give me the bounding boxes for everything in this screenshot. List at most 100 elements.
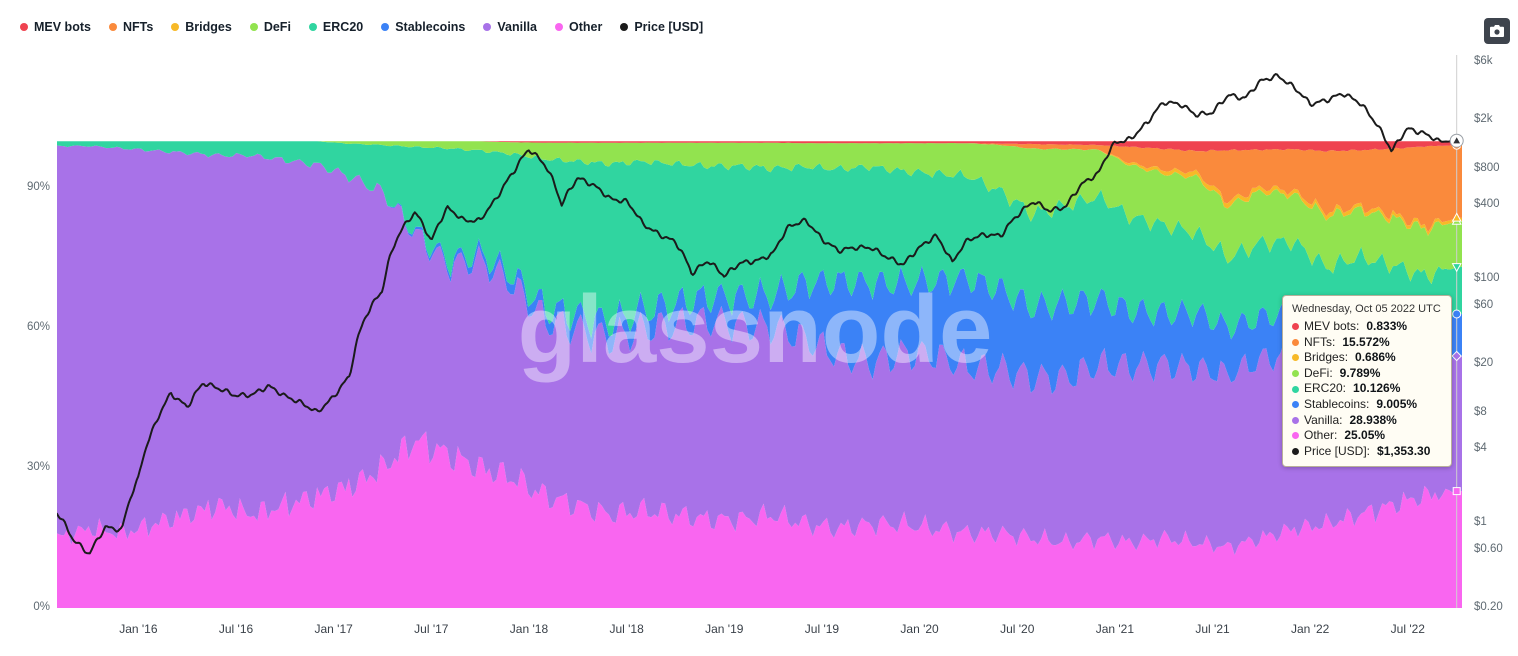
x-axis-label: Jan '22 [1291,622,1330,636]
price-endpoint-marker [1451,135,1462,145]
tooltip-swatch [1292,385,1299,393]
endpoint-marker-erc20 [1451,263,1462,273]
tooltip-series-name: Stablecoins: [1304,396,1370,411]
y-axis-label-right: $2k [1474,112,1493,125]
area-erc20 [57,141,1462,340]
area-other [57,431,1462,608]
area-mev-bots [57,141,1462,152]
legend-label: Bridges [185,20,232,34]
legend-item-mev-bots[interactable]: MEV bots [20,20,91,34]
tooltip-series-name: ERC20: [1304,381,1347,396]
x-axis-label: Jul '22 [1390,622,1425,636]
tooltip-row-vanilla: Vanilla: 28.938% [1292,413,1442,429]
x-axis-label: Jul '17 [414,622,449,636]
tooltip-swatch [1292,338,1299,346]
legend-swatch-stablecoins [381,23,390,31]
legend-swatch-mev-bots [20,23,28,31]
legend-label: Price [USD] [634,20,704,34]
tooltip-date: Wednesday, Oct 05 2022 UTC [1292,303,1441,315]
y-axis-label-right: $4 [1474,442,1487,455]
legend-item-bridges[interactable]: Bridges [171,20,232,34]
tooltip-row-other: Other: 25.05% [1292,428,1442,444]
stacked-areas [57,141,1462,608]
x-axis-label: Jan '20 [900,622,939,636]
tooltip-series-name: Price [USD]: [1304,443,1371,458]
legend-label: Vanilla [497,20,537,34]
x-axis-label: Jul '18 [609,622,644,636]
tooltip-swatch [1292,432,1299,440]
tooltip-series-name: DeFi: [1304,365,1333,380]
tooltip-swatch [1292,323,1299,331]
tooltip-series-value: 10.126% [1353,381,1401,396]
tooltip-swatch [1292,354,1299,362]
tooltip-rows: MEV bots: 0.833% NFTs: 15.572% Bridges: 0.686… [1292,319,1442,459]
tooltip-series-name: Bridges: [1304,350,1349,365]
y-axis-label-right: $400 [1474,198,1500,211]
glassnode-watermark: glassnode [518,276,993,383]
y-axis-label-right: $0.20 [1474,600,1503,613]
legend-swatch-price-usd- [620,23,629,31]
legend-label: NFTs [122,20,154,34]
y-axis-label-right: $0.60 [1474,542,1503,555]
legend-swatch-erc20 [308,23,317,31]
tooltip-series-value: 28.938% [1349,412,1397,427]
tooltip-row-erc20: ERC20: 10.126% [1292,381,1442,397]
area-vanilla [57,145,1462,555]
y-axis-label-right: $20 [1474,356,1494,369]
tooltip-series-value: 9.789% [1339,365,1381,380]
legend-item-price-usd-[interactable]: Price [USD] [620,20,703,34]
tooltip-series-value: $1,353.30 [1377,443,1431,458]
tooltip-row-price-usd-: Price [USD]: $1,353.30 [1292,444,1442,460]
x-axis-label: Jan '18 [509,622,549,636]
x-axis-label: Jul '21 [1195,622,1230,636]
tooltip-series-value: 25.05% [1344,428,1386,443]
y-axis-label-right: $60 [1474,298,1494,311]
tooltip-series-value: 15.572% [1342,334,1390,349]
legend-item-erc20[interactable]: ERC20 [308,20,364,34]
legend-item-defi[interactable]: DeFi [249,20,291,34]
x-axis-label: Jan '16 [119,622,158,636]
y-axis-label-right: $800 [1474,161,1500,174]
legend-label: DeFi [263,20,291,34]
x-axis-label: Jul '16 [218,622,254,636]
x-axis-label: Jan '17 [314,622,353,636]
legend-swatch-vanilla [483,23,492,31]
x-axis-label: Jan '19 [705,622,744,636]
legend-item-stablecoins[interactable]: Stablecoins [381,20,465,34]
endpoint-marker-bridges [1451,212,1462,222]
legend-label: Stablecoins [395,20,466,34]
chart-legend: MEV bots NFTs Bridges DeFi ERC20 Stablecoins V… [20,20,703,34]
endpoint-marker-stablecoins [1452,309,1462,319]
legend-swatch-bridges [171,23,180,31]
tooltip-row-mev-bots: MEV bots: 0.833% [1292,319,1442,335]
legend-item-other[interactable]: Other [555,20,602,34]
tooltip-swatch [1292,370,1299,378]
legend-label: ERC20 [322,20,364,34]
tooltip-row-stablecoins: Stablecoins: 9.005% [1292,397,1442,413]
hover-tooltip: Wednesday, Oct 05 2022 UTC MEV bots: 0.83… [1282,295,1452,468]
y-axis-label-left: 0% [33,601,50,613]
legend-item-nfts[interactable]: NFTs [108,20,154,34]
y-axis-label-left: 60% [26,320,50,333]
y-axis-label-right: $8 [1474,405,1487,418]
legend-label: Other [569,20,603,34]
legend-swatch-other [555,23,563,31]
x-axis-label: Jul '20 [1000,622,1035,636]
tooltip-row-nfts: NFTs: 15.572% [1292,335,1442,351]
y-axis-label-left: 30% [26,460,50,473]
screenshot-button[interactable] [1484,18,1510,44]
tooltip-row-bridges: Bridges: 0.686% [1292,350,1442,366]
tooltip-series-name: Vanilla: [1304,412,1343,427]
tooltip-series-name: NFTs: [1304,334,1336,349]
legend-swatch-defi [249,23,258,31]
endpoint-marker-vanilla [1451,350,1462,362]
area-defi [57,141,1462,285]
tooltip-swatch [1292,416,1299,424]
y-axis-label-right: $1 [1474,515,1487,528]
tooltip-series-name: MEV bots: [1304,319,1360,333]
y-axis-label-right: $6k [1474,54,1493,67]
price-line [57,73,1457,555]
legend-item-vanilla[interactable]: Vanilla [483,20,537,34]
